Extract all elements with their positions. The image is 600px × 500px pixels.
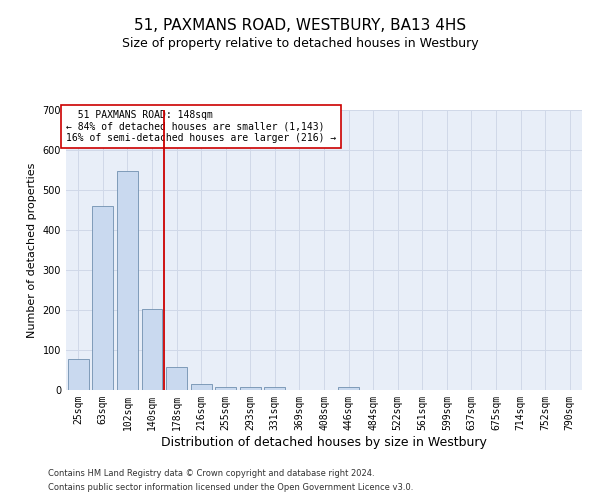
Bar	[92, 206, 113, 390]
Bar	[265, 387, 286, 390]
Bar	[240, 387, 261, 390]
Bar	[338, 387, 359, 390]
Text: Size of property relative to detached houses in Westbury: Size of property relative to detached ho…	[122, 38, 478, 51]
Bar	[191, 384, 212, 390]
Text: 51, PAXMANS ROAD, WESTBURY, BA13 4HS: 51, PAXMANS ROAD, WESTBURY, BA13 4HS	[134, 18, 466, 32]
Bar	[68, 359, 89, 390]
Bar	[166, 367, 187, 390]
X-axis label: Distribution of detached houses by size in Westbury: Distribution of detached houses by size …	[161, 436, 487, 448]
Text: Contains public sector information licensed under the Open Government Licence v3: Contains public sector information licen…	[48, 484, 413, 492]
Y-axis label: Number of detached properties: Number of detached properties	[27, 162, 37, 338]
Bar	[117, 171, 138, 390]
Text: Contains HM Land Registry data © Crown copyright and database right 2024.: Contains HM Land Registry data © Crown c…	[48, 468, 374, 477]
Bar	[142, 309, 163, 390]
Text: 51 PAXMANS ROAD: 148sqm
← 84% of detached houses are smaller (1,143)
16% of semi: 51 PAXMANS ROAD: 148sqm ← 84% of detache…	[66, 110, 336, 143]
Bar	[215, 387, 236, 390]
